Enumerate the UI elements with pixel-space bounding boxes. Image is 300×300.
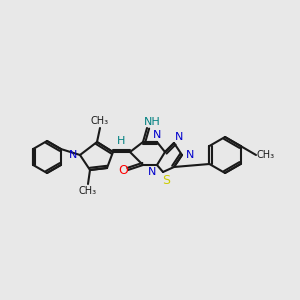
Text: N: N	[186, 150, 194, 160]
Text: O: O	[118, 164, 128, 176]
Text: N: N	[69, 150, 77, 160]
Text: CH₃: CH₃	[79, 186, 97, 196]
Text: S: S	[162, 173, 170, 187]
Text: NH: NH	[144, 117, 160, 127]
Text: CH₃: CH₃	[91, 116, 109, 126]
Text: CH₃: CH₃	[257, 150, 275, 160]
Text: H: H	[117, 136, 125, 146]
Text: N: N	[175, 132, 183, 142]
Text: N: N	[148, 167, 156, 177]
Text: N: N	[153, 130, 161, 140]
